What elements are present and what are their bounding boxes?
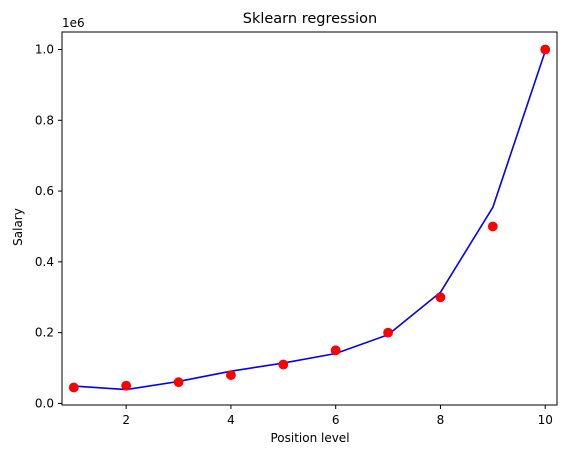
y-tick-label-5: 0.8 <box>35 113 54 127</box>
x-tick-label-1: 2 <box>122 413 130 427</box>
x-axis-title: Position level <box>270 431 349 445</box>
y-tick-label-2: 0.2 <box>35 326 54 340</box>
plot-background <box>62 32 557 405</box>
axes-layer: 2 4 6 8 10 0.0 0.2 0.4 0.6 0.8 1.0 <box>35 31 558 427</box>
scatter-point-6 <box>330 345 341 356</box>
x-tick-label-3: 6 <box>332 413 340 427</box>
series-line-2 <box>72 50 547 391</box>
y-tick-label-3: 0.4 <box>35 255 54 269</box>
x-tick-label-4: 8 <box>437 413 445 427</box>
plot-area <box>62 32 557 405</box>
data-layer <box>68 44 551 393</box>
x-tick-label-5: 10 <box>538 413 553 427</box>
scatter-point-8 <box>435 292 446 303</box>
plot-frame <box>61 31 558 406</box>
y-axis-offset-text: 1e6 <box>62 16 85 30</box>
y-tick-label-6: 1.0 <box>35 43 54 57</box>
y-tick-label-1: 0.0 <box>35 396 54 410</box>
scatter-point-9 <box>487 221 498 232</box>
y-tick-label-4: 0.6 <box>35 184 54 198</box>
x-tick-label-2: 4 <box>227 413 235 427</box>
scatter-point-2 <box>121 380 132 391</box>
y-axis-title: Salary <box>11 208 25 246</box>
scatter-point-5 <box>278 359 289 370</box>
scatter-point-10 <box>540 44 551 55</box>
scatter-point-7 <box>383 327 393 338</box>
scatter-point-3 <box>173 377 184 388</box>
chart-title: Sklearn regression <box>243 11 377 27</box>
scatter-point-4 <box>226 370 236 380</box>
scatter-point-1 <box>68 382 79 393</box>
